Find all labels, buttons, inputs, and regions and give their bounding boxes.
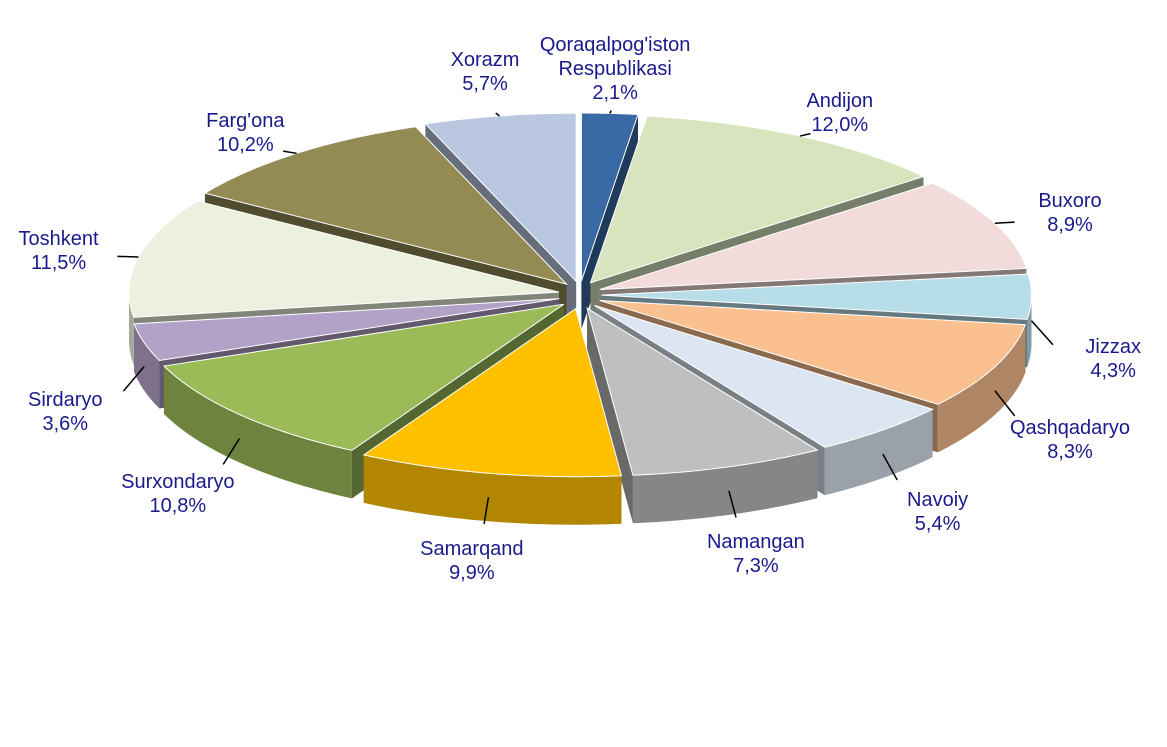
slice — [133, 298, 560, 362]
leader-line — [122, 365, 145, 392]
slice-wall — [1027, 295, 1032, 368]
category-label: Andijon — [806, 90, 874, 113]
value-label: 11,5% — [30, 252, 87, 275]
data-label: Sirdaryo 3,6% — [28, 388, 102, 436]
category-label: Namangan — [706, 531, 805, 554]
slice — [594, 304, 934, 448]
slice-wall — [163, 366, 352, 499]
leader-line — [117, 255, 139, 258]
pie-tops — [128, 112, 1032, 478]
category-label: Farg'ona — [206, 109, 285, 132]
data-label: Xorazm 5,7% — [451, 48, 520, 96]
value-label: 12,0% — [811, 114, 869, 137]
leader-line — [994, 221, 1015, 224]
data-label: Qashqadaryo 8,3% — [1010, 416, 1130, 464]
value-label: 8,9% — [1047, 213, 1093, 236]
category-label: Xorazm — [450, 49, 520, 71]
category-label: Toshkent — [18, 228, 99, 251]
leader-line — [1030, 320, 1054, 346]
value-label: 7,3% — [733, 555, 779, 578]
category-label: Samarqand — [420, 538, 524, 561]
data-label: Surxondaryo 10,8% — [121, 470, 234, 518]
slice — [601, 273, 1032, 320]
data-label: Qoraqalpog'iston Respublikasi 2,1% — [515, 33, 715, 105]
value-label: 9,9% — [449, 562, 495, 585]
slice-wall — [824, 409, 933, 496]
slice — [580, 112, 639, 282]
data-label: Farg'ona 10,2% — [206, 109, 284, 157]
data-label: Navoiy 5,4% — [907, 488, 968, 536]
data-label: Samarqand 9,9% — [420, 537, 523, 585]
value-label: 3,6% — [42, 412, 89, 435]
data-label: Jizzax 4,3% — [1085, 335, 1141, 383]
slice-wall — [937, 324, 1026, 453]
category-label: Navoiy — [907, 488, 969, 511]
value-label: 4,3% — [1090, 360, 1136, 383]
slice — [586, 307, 819, 476]
category-label: Jizzax — [1085, 336, 1141, 359]
slice-wall — [134, 323, 160, 409]
data-label: Buxoro 8,9% — [1038, 189, 1101, 237]
category-label: Qashqadaryo — [1009, 416, 1131, 439]
leader-line — [282, 150, 297, 155]
slice-wall — [632, 450, 818, 524]
leader-line — [882, 453, 898, 481]
leader-line — [728, 490, 737, 518]
value-label: 8,3% — [1047, 440, 1093, 463]
category-label: Buxoro — [1038, 189, 1102, 212]
slice-wall — [128, 292, 134, 366]
category-label: Sirdaryo — [28, 388, 103, 411]
slice — [362, 307, 623, 478]
leader-line — [994, 390, 1016, 417]
data-label: Andijon 12,0% — [806, 89, 873, 137]
leader-line — [222, 438, 241, 465]
slice-cut-face — [587, 308, 633, 524]
leader-line — [495, 112, 501, 117]
data-label: Namangan 7,3% — [707, 530, 805, 578]
category-label: Qoraqalpog'iston Respublikasi — [539, 34, 691, 81]
data-label: Toshkent 11,5% — [19, 227, 99, 275]
value-label: 5,4% — [914, 512, 961, 535]
value-label: 10,2% — [216, 133, 274, 156]
leader-line — [609, 110, 612, 114]
leader-line — [799, 132, 811, 137]
slice — [128, 200, 560, 318]
slice-cut-face — [134, 298, 560, 372]
category-label: Surxondaryo — [121, 471, 235, 494]
value-label: 2,1% — [592, 82, 638, 105]
slice — [162, 303, 565, 451]
slice — [589, 115, 925, 284]
slice-wall — [363, 454, 622, 525]
value-label: 10,8% — [149, 495, 207, 518]
slice — [599, 300, 1026, 405]
slice — [599, 182, 1028, 290]
value-label: 5,7% — [462, 73, 508, 95]
leader-line — [483, 497, 490, 525]
